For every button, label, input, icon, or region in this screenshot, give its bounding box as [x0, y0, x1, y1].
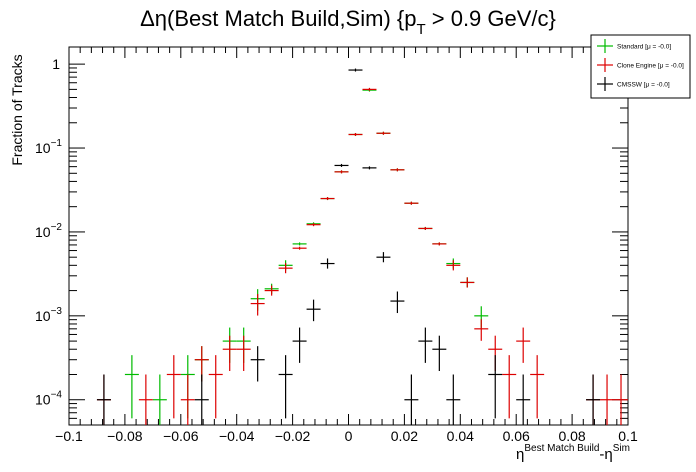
y-tick-label: 10−2	[35, 222, 62, 240]
x-tick-label: 0	[345, 428, 353, 444]
x-tick-label: 0.06	[503, 428, 530, 444]
series-layer	[96, 68, 628, 425]
legend-label: Standard [μ = -0.0]	[617, 44, 671, 51]
x-axis-label: ηBest Match Build-ηSim	[516, 443, 630, 463]
legend-label: CMSSW [μ = -0.0]	[617, 82, 670, 89]
legend: Standard [μ = -0.0] Clone Engine [μ = -0.…	[590, 34, 691, 99]
x-tick-label: 0.02	[391, 428, 418, 444]
x-tick-label: −0.04	[219, 428, 255, 444]
series-2	[96, 68, 601, 425]
x-tick-label: 0.08	[558, 428, 585, 444]
plot-frame	[68, 46, 629, 426]
y-tick-label: 10−3	[35, 306, 62, 324]
x-tick-label: 0.1	[618, 428, 638, 444]
series-1	[96, 87, 628, 425]
y-axis-label: Fraction of Tracks	[9, 54, 25, 165]
x-tick-label: −0.06	[163, 428, 199, 444]
chart-title: Δη(Best Match Build,Sim) {pT > 0.9 GeV/c…	[140, 6, 556, 38]
y-tick-label: 10−4	[35, 390, 62, 408]
y-tick-label: 1	[52, 56, 60, 72]
axis-ticks: −0.1 −0.08 −0.06 −0.04 −0.02 0 0.02 0.04 0.06 0.0…	[35, 47, 638, 444]
y-tick-label: 10−1	[35, 138, 62, 156]
x-tick-label: −0.02	[275, 428, 311, 444]
x-tick-label: −0.08	[107, 428, 143, 444]
legend-label: Clone Engine [μ = -0.0]	[617, 63, 684, 70]
x-tick-label: 0.04	[447, 428, 474, 444]
x-tick-label: −0.1	[55, 428, 83, 444]
